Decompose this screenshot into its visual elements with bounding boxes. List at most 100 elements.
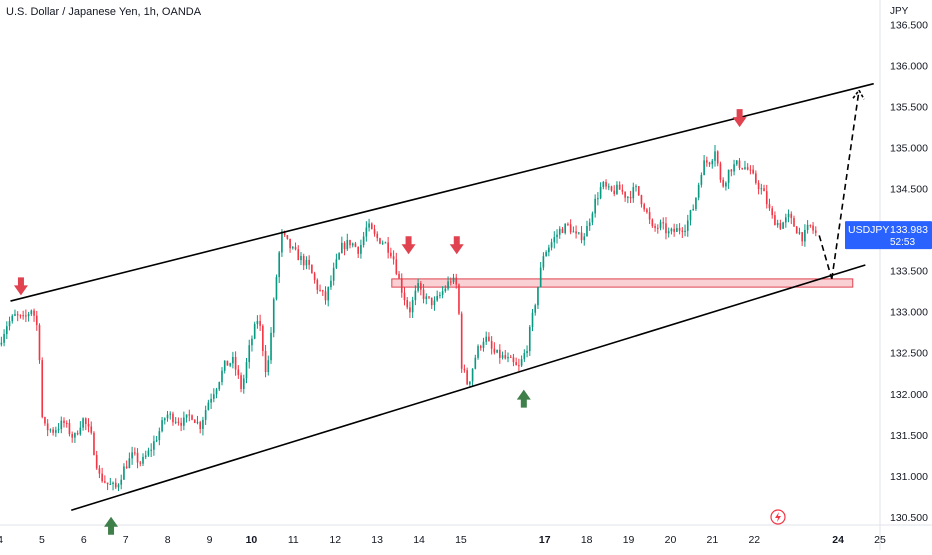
candle-body (172, 413, 174, 423)
candle-body (474, 357, 477, 369)
x-tick-label: 15 (455, 534, 467, 546)
x-tick-label: 11 (288, 534, 299, 546)
candle-body (139, 462, 142, 464)
candle-body (270, 332, 272, 361)
candle-body (82, 418, 84, 428)
x-tick-label: 8 (165, 534, 171, 546)
candle-body (651, 219, 654, 227)
candle-body (65, 422, 68, 424)
candle-body (716, 151, 719, 164)
currency-label: JPY (890, 6, 909, 17)
candle-body (158, 431, 161, 441)
candle-body (289, 238, 291, 249)
candle-body (349, 239, 351, 246)
y-tick-label: 130.500 (890, 512, 928, 524)
candle-body (207, 402, 210, 411)
projection-rise-line (831, 90, 860, 280)
candle-body (564, 223, 567, 233)
candle-body (144, 455, 147, 457)
candle-body (695, 197, 697, 209)
candle-body (605, 181, 607, 187)
candle-body (607, 186, 610, 188)
candle-body (357, 246, 359, 254)
candle-body (420, 283, 422, 290)
candle-body (330, 280, 332, 288)
candle-body (785, 217, 787, 223)
down-arrow-icon (449, 236, 464, 255)
candle-body (782, 222, 784, 229)
x-tick-label: 12 (329, 534, 341, 546)
candle-body (746, 167, 749, 170)
candle-body (341, 242, 343, 254)
candle-body (117, 484, 120, 488)
candle-body (790, 213, 793, 219)
candle-body (253, 324, 256, 339)
candle-body (106, 482, 109, 485)
candle-body (449, 281, 452, 283)
candle-body (52, 429, 54, 433)
candle-body (332, 267, 335, 281)
candle-body (548, 247, 550, 253)
candle-body (501, 355, 504, 358)
candle-body (387, 242, 389, 253)
candle-body (689, 210, 692, 221)
candle-body (321, 290, 324, 292)
candle-body (520, 359, 523, 366)
candle-body (561, 228, 564, 233)
candle-body (678, 228, 681, 231)
candle-body (575, 231, 577, 234)
candle-body (379, 238, 381, 244)
candle-body (618, 184, 621, 190)
projection-arrowhead (852, 88, 865, 100)
candle-body (346, 239, 349, 250)
candle-body (542, 256, 545, 268)
candle-body (60, 420, 63, 430)
candle-body (134, 452, 136, 454)
candle-body (185, 414, 188, 418)
candle-body (19, 315, 22, 317)
candle-body (153, 441, 155, 450)
replay-icon (770, 509, 786, 525)
candle-body (708, 162, 711, 165)
candle-body (482, 341, 485, 348)
candle-body (38, 325, 41, 361)
candle-body (147, 450, 150, 456)
candle-body (637, 186, 640, 196)
x-tick-label: 4 (0, 534, 3, 546)
candle-body (87, 424, 90, 427)
candle-body (392, 256, 395, 260)
candle-body (128, 458, 131, 469)
candle-body (662, 222, 665, 224)
candle-body (425, 296, 428, 300)
candle-body (93, 432, 95, 455)
candle-body (558, 228, 561, 235)
candle-body (545, 252, 547, 257)
candle-body (577, 232, 580, 234)
candle-body (512, 357, 515, 363)
candle-body (395, 259, 398, 274)
candle-body (104, 481, 106, 483)
candle-body (460, 313, 463, 369)
candle-body (725, 182, 727, 187)
candle-body (471, 368, 474, 382)
candle-body (5, 326, 8, 335)
candle-body (68, 423, 71, 435)
price-badge (845, 221, 932, 250)
candle-body (417, 283, 419, 291)
y-tick-label: 135.500 (890, 102, 928, 114)
candle-body (245, 362, 248, 379)
candle-body (665, 223, 667, 234)
candle-body (376, 233, 379, 239)
y-tick-label: 131.500 (890, 430, 928, 442)
candle-body (447, 281, 449, 289)
candle-body (528, 327, 531, 352)
candle-body (95, 454, 98, 469)
candle-body (493, 348, 496, 353)
candle-body (354, 243, 357, 247)
candle-body (188, 414, 191, 416)
candle-body (226, 360, 229, 366)
candle-body (316, 279, 319, 290)
candle-body (613, 190, 616, 195)
